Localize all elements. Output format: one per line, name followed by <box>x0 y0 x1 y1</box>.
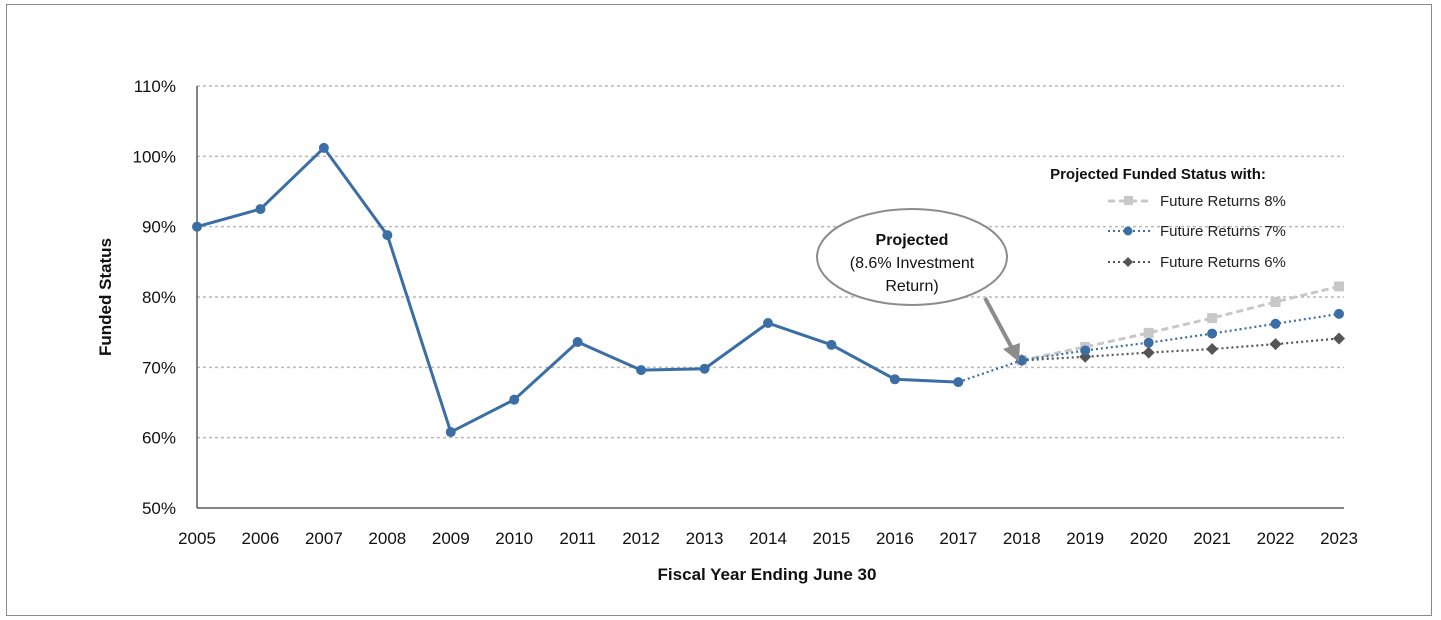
x-tick-label: 2010 <box>495 529 533 548</box>
x-tick-label: 2013 <box>686 529 724 548</box>
data-point <box>1143 337 1154 348</box>
x-tick-label: 2019 <box>1066 529 1104 548</box>
series-group <box>192 142 1345 438</box>
x-tick-label: 2007 <box>305 529 343 548</box>
data-point <box>1334 281 1344 292</box>
data-point <box>1269 338 1282 351</box>
data-point <box>255 204 266 215</box>
data-point <box>192 221 202 232</box>
x-tick-labels: 2005 2006 2007 2008 2009 2010 2011 2012 2013 2014… <box>178 529 1358 548</box>
data-point <box>318 142 329 153</box>
data-point <box>636 365 647 376</box>
data-point <box>1207 328 1218 339</box>
series-4 <box>1015 332 1345 367</box>
x-tick-label: 2005 <box>178 529 216 548</box>
series-2 <box>1016 281 1344 366</box>
gridlines <box>197 85 1344 439</box>
x-tick-label: 2020 <box>1130 529 1168 548</box>
data-point <box>826 339 837 350</box>
data-point <box>1080 345 1091 356</box>
axes <box>196 86 1344 509</box>
series-1 <box>957 359 1023 384</box>
legend: Projected Funded Status with: Future Ret… <box>1050 166 1286 271</box>
callout-line-3: Return) <box>885 278 938 295</box>
series-line <box>957 359 1023 384</box>
legend-title: Projected Funded Status with: <box>1050 166 1266 183</box>
data-point <box>1334 308 1344 319</box>
x-axis-title: Fiscal Year Ending June 30 <box>658 565 877 584</box>
data-point <box>1143 327 1154 338</box>
data-point <box>509 394 520 405</box>
legend-label-6pct: Future Returns 6% <box>1160 254 1286 271</box>
data-point <box>889 374 900 385</box>
callout: Projected (8.6% Investment Return) <box>816 208 1020 362</box>
y-axis-title: Funded Status <box>96 238 115 356</box>
data-point <box>382 230 393 241</box>
y-tick-label: 60% <box>142 429 176 448</box>
series-3 <box>1016 308 1344 366</box>
series-line <box>1021 312 1340 362</box>
chart-frame <box>6 4 1432 616</box>
data-point <box>763 318 773 329</box>
x-tick-label: 2015 <box>813 529 851 548</box>
x-tick-label: 2017 <box>939 529 977 548</box>
y-tick-label: 110% <box>134 77 176 96</box>
legend-swatch-6pct-marker <box>1123 257 1133 267</box>
callout-line-2: (8.6% Investment <box>850 255 975 272</box>
x-tick-label: 2022 <box>1257 529 1295 548</box>
callout-bubble <box>816 208 1008 306</box>
legend-label-8pct: Future Returns 8% <box>1160 193 1286 210</box>
legend-swatch-7pct-marker <box>1123 226 1133 236</box>
data-point <box>953 377 964 388</box>
x-tick-label: 2014 <box>749 529 787 548</box>
x-tick-label: 2009 <box>432 529 470 548</box>
callout-arrow <box>983 297 1015 351</box>
data-point <box>1016 355 1027 366</box>
x-tick-label: 2021 <box>1193 529 1231 548</box>
y-tick-label: 90% <box>142 218 176 237</box>
series-0 <box>192 142 964 438</box>
y-tick-label: 70% <box>142 358 176 377</box>
legend-label-7pct: Future Returns 7% <box>1160 223 1286 240</box>
x-tick-label: 2008 <box>368 529 406 548</box>
data-point <box>1270 296 1281 307</box>
legend-swatch-8pct-marker <box>1124 196 1133 205</box>
x-tick-label: 2012 <box>622 529 660 548</box>
callout-line-1: Projected <box>876 232 949 249</box>
y-tick-labels: 50% 60% 70% 80% 90% 100% 110% <box>133 77 176 518</box>
y-tick-label: 100% <box>133 147 176 166</box>
data-point <box>1270 318 1281 329</box>
x-tick-label: 2016 <box>876 529 914 548</box>
x-tick-label: 2023 <box>1320 529 1358 548</box>
data-point <box>572 337 583 348</box>
data-point <box>1206 343 1219 356</box>
data-point <box>445 427 456 438</box>
data-point <box>1142 346 1155 359</box>
y-tick-label: 50% <box>142 499 176 518</box>
callout-arrowhead <box>1003 343 1020 362</box>
x-tick-label: 2006 <box>242 529 280 548</box>
y-tick-label: 80% <box>142 288 176 307</box>
data-point <box>1207 313 1218 324</box>
x-tick-label: 2018 <box>1003 529 1041 548</box>
x-tick-label: 2011 <box>559 529 596 548</box>
data-point <box>1333 332 1345 345</box>
data-point <box>699 363 710 374</box>
